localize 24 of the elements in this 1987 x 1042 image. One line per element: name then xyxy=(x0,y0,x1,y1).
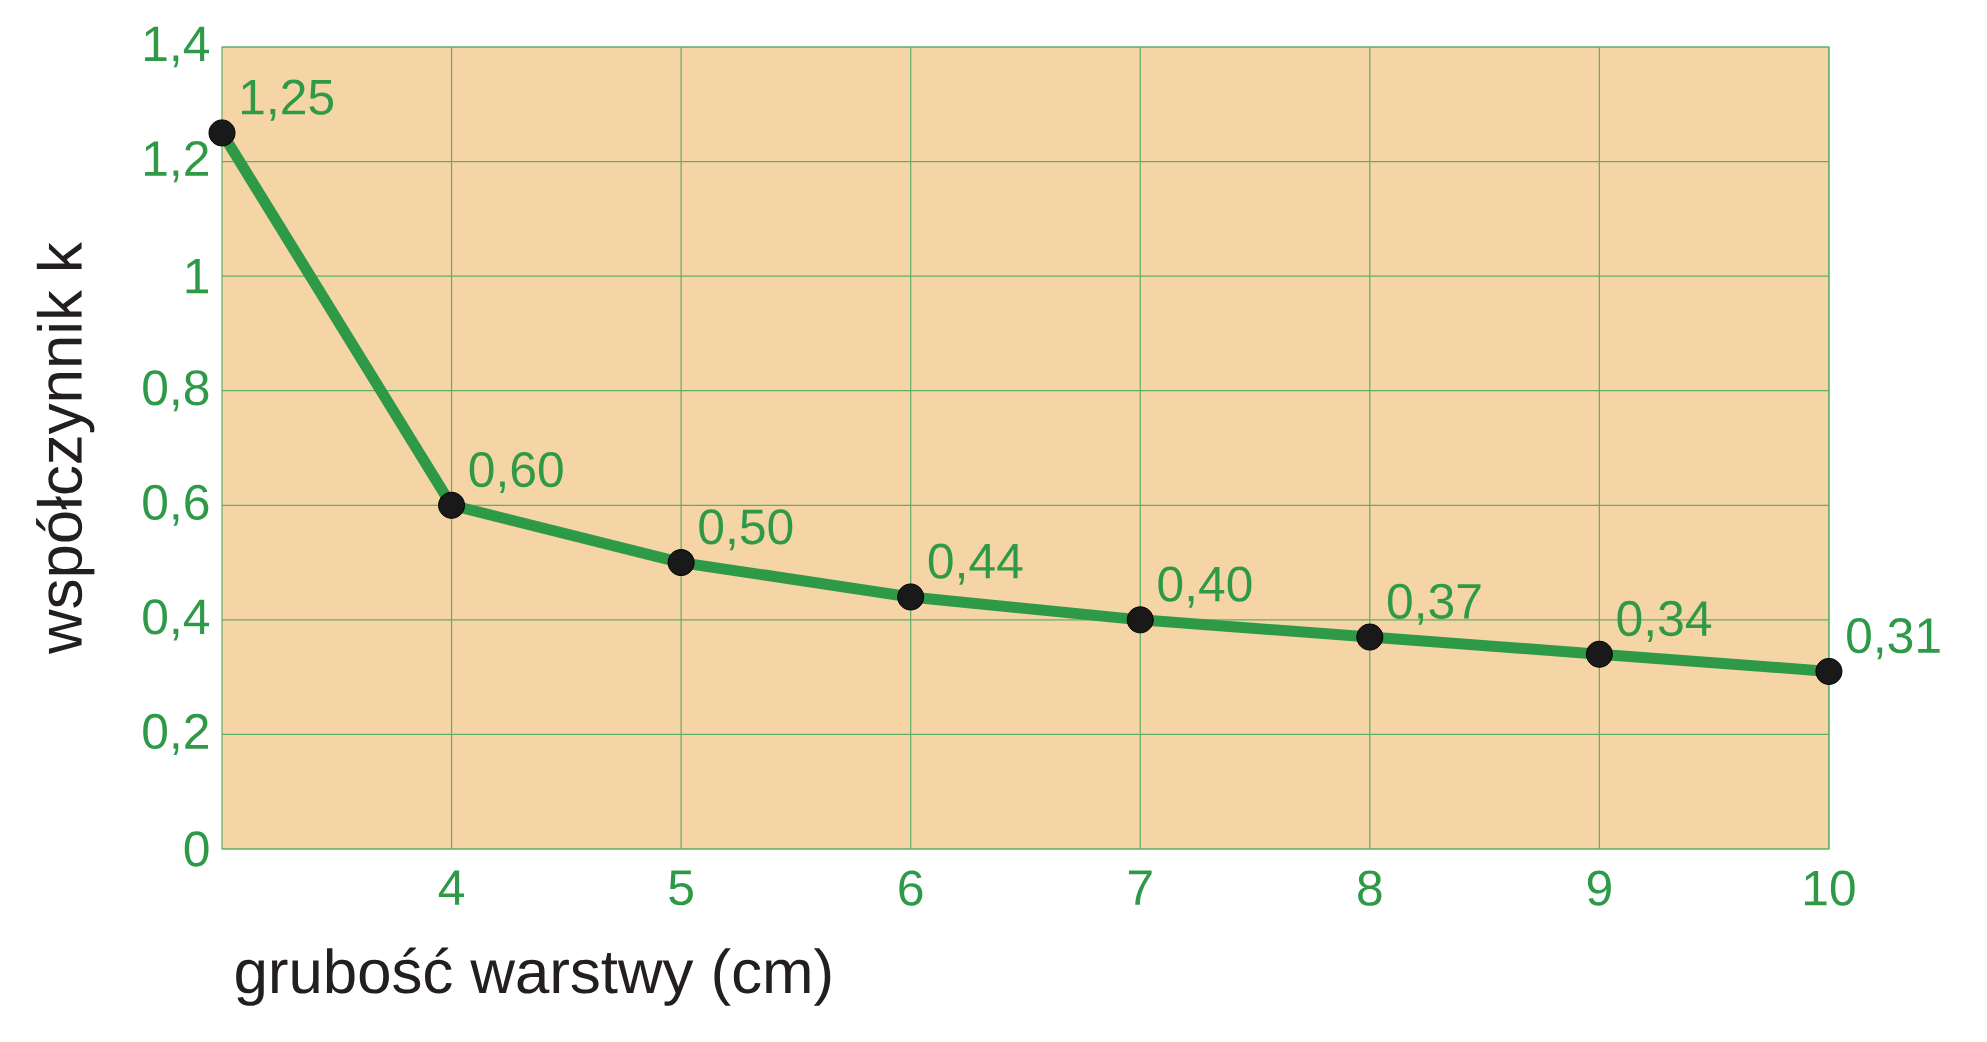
x-tick-label: 7 xyxy=(1128,870,1152,905)
data-label: 0,60 xyxy=(469,451,563,494)
y-tick-label: 1,2 xyxy=(145,140,208,183)
x-tick-label: 10 xyxy=(1805,870,1855,906)
data-label: 0,50 xyxy=(699,509,793,551)
y-tick-label: 0,4 xyxy=(143,599,210,641)
y-tick-label: 0,6 xyxy=(143,484,209,526)
x-tick-label: 8 xyxy=(1358,870,1382,906)
y-tick-label: 0,2 xyxy=(143,713,208,756)
y-tick-label: 0,8 xyxy=(143,370,209,412)
data-label: 1,25 xyxy=(242,79,334,121)
x-tick-label: 5 xyxy=(669,870,693,906)
data-label: 0,37 xyxy=(1387,583,1481,625)
y-axis-title: współczynnik k xyxy=(36,242,95,655)
data-label: 0,44 xyxy=(928,543,1023,585)
data-label: 0,40 xyxy=(1158,566,1252,608)
y-tick-label: 1,4 xyxy=(145,26,210,68)
x-tick-label: 9 xyxy=(1587,870,1611,906)
y-tick-label: 1 xyxy=(186,259,209,294)
x-tick-label: 4 xyxy=(438,870,464,905)
y-tick-label: 0 xyxy=(184,831,209,867)
data-label: 0,31 xyxy=(1847,618,1940,660)
x-tick-label: 6 xyxy=(899,870,923,906)
x-axis-title: grubość warstwy (cm) xyxy=(236,947,831,1006)
